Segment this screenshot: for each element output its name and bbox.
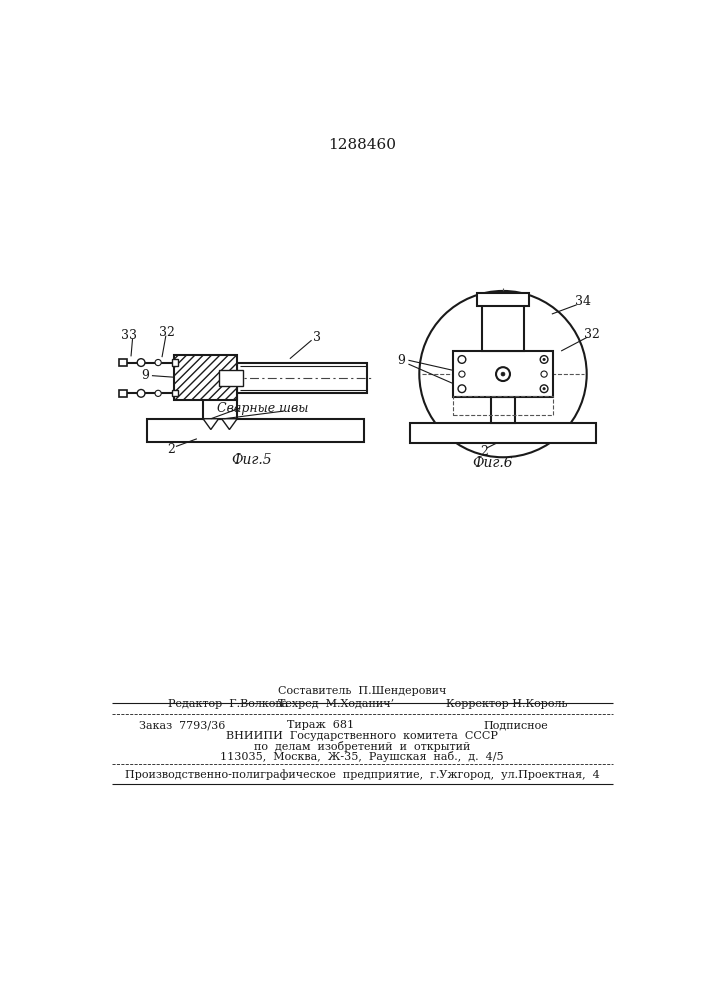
Circle shape	[543, 388, 545, 390]
Bar	[410, 423, 596, 443]
Circle shape	[459, 371, 465, 377]
Text: 9: 9	[141, 369, 149, 382]
Bar	[452, 351, 554, 397]
Text: 113035,  Москва,  Ж-35,  Раушская  наб.,  д.  4/5: 113035, Москва, Ж-35, Раушская наб., д. …	[220, 751, 504, 762]
Text: Производственно-полиграфическое  предприятие,  г.Ужгород,  ул.Проектная,  4: Производственно-полиграфическое предприя…	[124, 769, 600, 780]
Text: Тираж  681: Тираж 681	[287, 720, 354, 730]
Circle shape	[543, 358, 545, 361]
Circle shape	[137, 359, 145, 366]
Text: Подписное: Подписное	[484, 720, 549, 730]
Circle shape	[541, 371, 547, 377]
Bar	[218, 370, 243, 386]
Text: Корректор Н.Король: Корректор Н.Король	[446, 699, 568, 709]
Text: 1288460: 1288460	[328, 138, 396, 152]
Text: Заказ  7793/36: Заказ 7793/36	[139, 720, 225, 730]
Text: 9: 9	[397, 354, 404, 367]
Text: 32: 32	[584, 328, 600, 341]
Text: 2: 2	[168, 443, 175, 456]
Circle shape	[155, 359, 161, 366]
Circle shape	[540, 385, 548, 393]
Circle shape	[458, 356, 466, 363]
Circle shape	[137, 389, 145, 397]
Bar	[491, 397, 515, 423]
Text: 2: 2	[479, 445, 488, 458]
Bar	[482, 305, 524, 351]
Bar	[203, 393, 237, 419]
Text: по  делам  изобретений  и  открытий: по делам изобретений и открытий	[254, 741, 470, 752]
Polygon shape	[222, 419, 237, 430]
Bar	[119, 389, 127, 397]
Text: Техред  М.Хoданич’: Техред М.Хoданич’	[279, 699, 395, 709]
Polygon shape	[203, 419, 218, 430]
Circle shape	[496, 367, 510, 381]
Text: ВНИИПИ  Государственного  комитета  СССР: ВНИИПИ Государственного комитета СССР	[226, 731, 498, 741]
Text: Составитель  П.Шендерович: Составитель П.Шендерович	[278, 686, 446, 696]
Bar	[477, 293, 529, 306]
Circle shape	[458, 385, 466, 393]
Text: 34: 34	[575, 295, 591, 308]
Bar	[237, 363, 368, 393]
Bar	[119, 359, 127, 366]
Text: Сварные швы: Сварные швы	[217, 402, 308, 415]
Text: Фиг.6: Фиг.6	[472, 456, 513, 470]
Text: 33: 33	[121, 329, 136, 342]
Circle shape	[501, 372, 505, 376]
Text: 3: 3	[313, 331, 321, 344]
Bar	[172, 359, 178, 366]
Circle shape	[419, 291, 587, 457]
Bar	[146, 419, 363, 442]
Bar	[174, 355, 237, 400]
Circle shape	[155, 390, 161, 396]
Bar	[172, 390, 178, 396]
Bar	[452, 396, 554, 415]
Text: 32: 32	[160, 326, 175, 339]
Text: Фиг.5: Фиг.5	[230, 453, 271, 467]
Text: Редактор  Г.Волкова: Редактор Г.Волкова	[168, 699, 288, 709]
Circle shape	[540, 356, 548, 363]
